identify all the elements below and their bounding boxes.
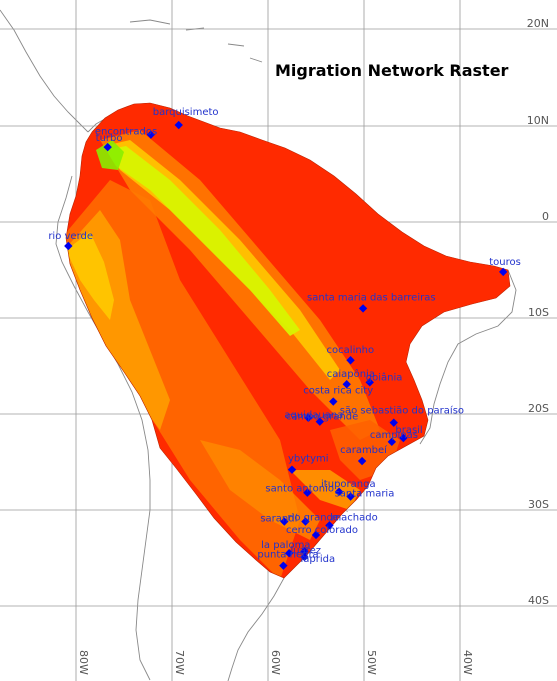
site-label: cerro colorado <box>286 525 358 536</box>
lon-label-70w: 70W <box>173 650 186 675</box>
site-label: barquisimeto <box>153 107 219 118</box>
site-marker <box>280 517 289 526</box>
raster-band-orange-south <box>200 440 320 540</box>
site-markers <box>64 120 508 570</box>
site-marker <box>334 487 344 496</box>
site-marker <box>499 267 508 277</box>
longitude-labels: 80W 70W 60W 50W 40W <box>77 650 474 675</box>
raster-core-green <box>96 140 124 170</box>
pacific-coast <box>55 175 151 681</box>
site-marker <box>300 547 309 556</box>
raster-band-yellow-south <box>290 470 360 510</box>
lat-label-10n: 10N <box>527 114 549 127</box>
site-label: rio verde <box>48 231 93 242</box>
site-label: cocalinho <box>327 345 375 356</box>
site-marker <box>365 378 374 387</box>
site-marker <box>174 120 183 130</box>
site-label: são sebastião do paraíso <box>340 405 464 417</box>
site-marker <box>301 517 310 526</box>
lon-label-40w: 40W <box>461 650 474 675</box>
lat-label-10s: 10S <box>528 306 549 319</box>
site-marker <box>329 397 338 406</box>
site-marker <box>358 304 368 313</box>
site-label: campinas <box>370 430 418 441</box>
site-label: juárez <box>289 544 321 556</box>
central-america-coast <box>0 9 89 133</box>
site-marker <box>146 130 156 139</box>
site-marker <box>287 465 297 474</box>
caribbean-islands <box>129 19 263 63</box>
site-marker <box>304 413 313 423</box>
site-marker <box>399 433 408 443</box>
site-label: ybytymi <box>288 454 329 465</box>
site-label: santo antonio <box>265 484 334 495</box>
site-label: carambeí <box>340 444 388 456</box>
site-marker <box>311 530 321 540</box>
site-marker <box>64 241 73 251</box>
site-label: encontrados <box>95 127 157 138</box>
lon-label-60w: 60W <box>269 650 282 675</box>
site-label: touros <box>489 257 521 268</box>
lon-label-50w: 50W <box>365 650 378 675</box>
lat-label-20n: 20N <box>527 17 549 30</box>
site-marker <box>300 552 309 562</box>
raster-band-yellow-west <box>66 232 114 320</box>
site-marker <box>387 437 397 447</box>
site-label: santa maria <box>335 489 395 500</box>
site-marker <box>346 356 355 365</box>
lat-label-30s: 30S <box>528 498 549 511</box>
site-label: sarandí <box>260 513 298 525</box>
site-label: aquidauana <box>284 410 343 421</box>
latitude-labels: 20N 10N 0 10S 20S 30S 40S <box>527 17 549 607</box>
site-label: laprida <box>300 554 335 565</box>
site-label: santa maria das barreiras <box>307 292 436 303</box>
site-marker <box>284 549 294 558</box>
site-marker <box>389 418 398 427</box>
site-label: machado <box>331 512 377 523</box>
site-label: punta negra <box>257 550 318 561</box>
atlantic-coast <box>419 269 517 445</box>
lat-label-20s: 20S <box>528 402 549 415</box>
site-marker <box>357 456 367 466</box>
map-title: Migration Network Raster <box>275 61 509 80</box>
site-label: costa rica city <box>303 386 373 397</box>
site-label: ituporanga <box>321 479 376 490</box>
lat-label-0: 0 <box>542 210 549 223</box>
lat-label-40s: 40S <box>528 594 549 607</box>
site-marker <box>346 492 355 501</box>
site-marker <box>303 488 312 497</box>
site-marker <box>325 521 334 530</box>
site-label: la paloma <box>261 540 310 551</box>
site-label: brasil <box>395 425 422 436</box>
site-label: goiânia <box>366 371 403 383</box>
site-label: campo grande <box>286 412 358 423</box>
lon-label-80w: 80W <box>77 650 90 675</box>
site-label: caiapônia <box>327 368 375 380</box>
site-marker <box>342 380 351 389</box>
site-label: turbo <box>96 133 123 144</box>
site-marker <box>315 417 325 426</box>
site-marker <box>279 561 288 570</box>
site-label: rio grande <box>287 513 339 524</box>
raster-band-greenyellow-corridor <box>106 146 300 336</box>
patagonia-coast <box>227 577 285 681</box>
site-marker <box>103 142 112 152</box>
